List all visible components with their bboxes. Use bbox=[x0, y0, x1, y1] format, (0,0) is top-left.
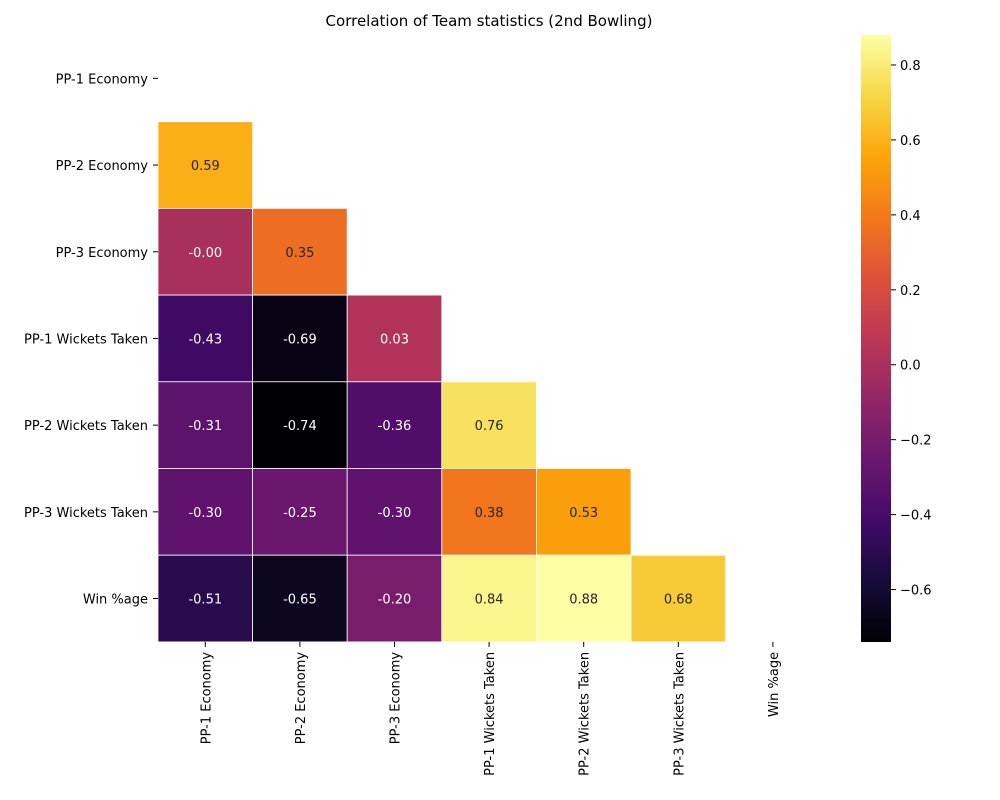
colorbar bbox=[861, 35, 891, 642]
colorbar-tick-label: −0.6 bbox=[900, 584, 932, 599]
x-tick-label: PP-2 Economy bbox=[294, 652, 309, 745]
y-tick-label: PP-1 Wickets Taken bbox=[24, 332, 148, 347]
y-axis-tick-labels: PP-1 Economy PP-2 Economy PP-3 Economy PP-1… bbox=[24, 72, 158, 608]
cell-value-label: 0.59 bbox=[191, 159, 220, 174]
chart-title: Correlation of Team statistics (2nd Bowl… bbox=[326, 12, 653, 30]
heatmap-cell bbox=[157, 121, 253, 209]
y-tick-label: PP-3 Wickets Taken bbox=[24, 506, 148, 521]
heatmap-cell bbox=[252, 294, 348, 383]
heatmap-cell bbox=[630, 554, 726, 643]
cell-value-label: -0.74 bbox=[283, 419, 317, 434]
y-tick-label: PP-1 Economy bbox=[56, 72, 149, 87]
y-tick-label: PP-2 Economy bbox=[56, 159, 149, 174]
heatmap-cell bbox=[346, 554, 443, 643]
heatmap-cells: 0.59 -0.00 0.35 -0.43 -0.69 0.03 -0.31 -0.74 -0.… bbox=[157, 121, 726, 643]
heatmap-cell bbox=[441, 554, 537, 643]
cell-value-label: 0.88 bbox=[569, 593, 598, 608]
heatmap-cell bbox=[346, 294, 443, 383]
cell-value-label: -0.51 bbox=[188, 593, 222, 608]
heatmap-cell bbox=[157, 207, 253, 296]
x-tick-label: PP-1 Economy bbox=[199, 652, 214, 745]
heatmap-cell bbox=[252, 381, 348, 469]
cell-value-label: -0.65 bbox=[283, 593, 317, 608]
x-tick-label: PP-1 Wickets Taken bbox=[483, 652, 498, 776]
heatmap-cell bbox=[346, 468, 443, 556]
colorbar-tick-label: 0.6 bbox=[900, 134, 921, 149]
cell-value-label: -0.00 bbox=[188, 246, 222, 261]
cell-value-label: -0.69 bbox=[283, 332, 317, 347]
cell-value-label: 0.38 bbox=[475, 506, 504, 521]
colorbar-tick-label: −0.2 bbox=[900, 434, 932, 449]
x-tick-label: PP-2 Wickets Taken bbox=[578, 652, 593, 776]
cell-value-label: -0.30 bbox=[378, 506, 412, 521]
colorbar-tick-label: 0.2 bbox=[900, 284, 921, 299]
heatmap-cell bbox=[441, 381, 537, 469]
heatmap-cell bbox=[441, 468, 537, 556]
colorbar-tick-label: 0.8 bbox=[900, 59, 921, 74]
y-tick-label: PP-2 Wickets Taken bbox=[24, 419, 148, 434]
cell-value-label: -0.36 bbox=[378, 419, 412, 434]
heatmap-cell bbox=[157, 294, 253, 383]
x-tick-label: Win %age bbox=[767, 652, 782, 717]
colorbar-tick-label: 0.4 bbox=[900, 209, 921, 224]
cell-value-label: -0.30 bbox=[188, 506, 222, 521]
cell-value-label: -0.31 bbox=[188, 419, 222, 434]
cell-value-label: 0.84 bbox=[475, 593, 504, 608]
cell-value-label: 0.68 bbox=[664, 593, 693, 608]
x-tick-label: PP-3 Economy bbox=[389, 652, 404, 745]
cell-value-label: -0.20 bbox=[378, 593, 412, 608]
colorbar-ticks: 0.8 0.6 0.4 0.2 0.0 −0.2 −0.4 −0.6 bbox=[891, 59, 932, 599]
cell-value-label: 0.53 bbox=[569, 506, 598, 521]
heatmap-cell bbox=[252, 554, 348, 643]
cell-value-label: -0.43 bbox=[188, 332, 222, 347]
y-tick-label: PP-3 Economy bbox=[56, 246, 149, 261]
heatmap-cell bbox=[252, 207, 348, 296]
x-tick-label: PP-3 Wickets Taken bbox=[672, 652, 687, 776]
cell-value-label: 0.03 bbox=[380, 332, 409, 347]
x-axis-tick-labels: PP-1 Economy PP-2 Economy PP-3 Economy PP-1… bbox=[199, 641, 782, 776]
colorbar-tick-label: −0.4 bbox=[900, 509, 932, 524]
heatmap-cell bbox=[536, 554, 632, 643]
cell-value-label: -0.25 bbox=[283, 506, 317, 521]
heatmap-cell bbox=[536, 468, 632, 556]
y-tick-label: Win %age bbox=[83, 593, 148, 608]
colorbar-tick-label: 0.0 bbox=[900, 359, 921, 374]
cell-value-label: 0.35 bbox=[285, 246, 314, 261]
heatmap-cell bbox=[252, 468, 348, 556]
cell-value-label: 0.76 bbox=[475, 419, 504, 434]
